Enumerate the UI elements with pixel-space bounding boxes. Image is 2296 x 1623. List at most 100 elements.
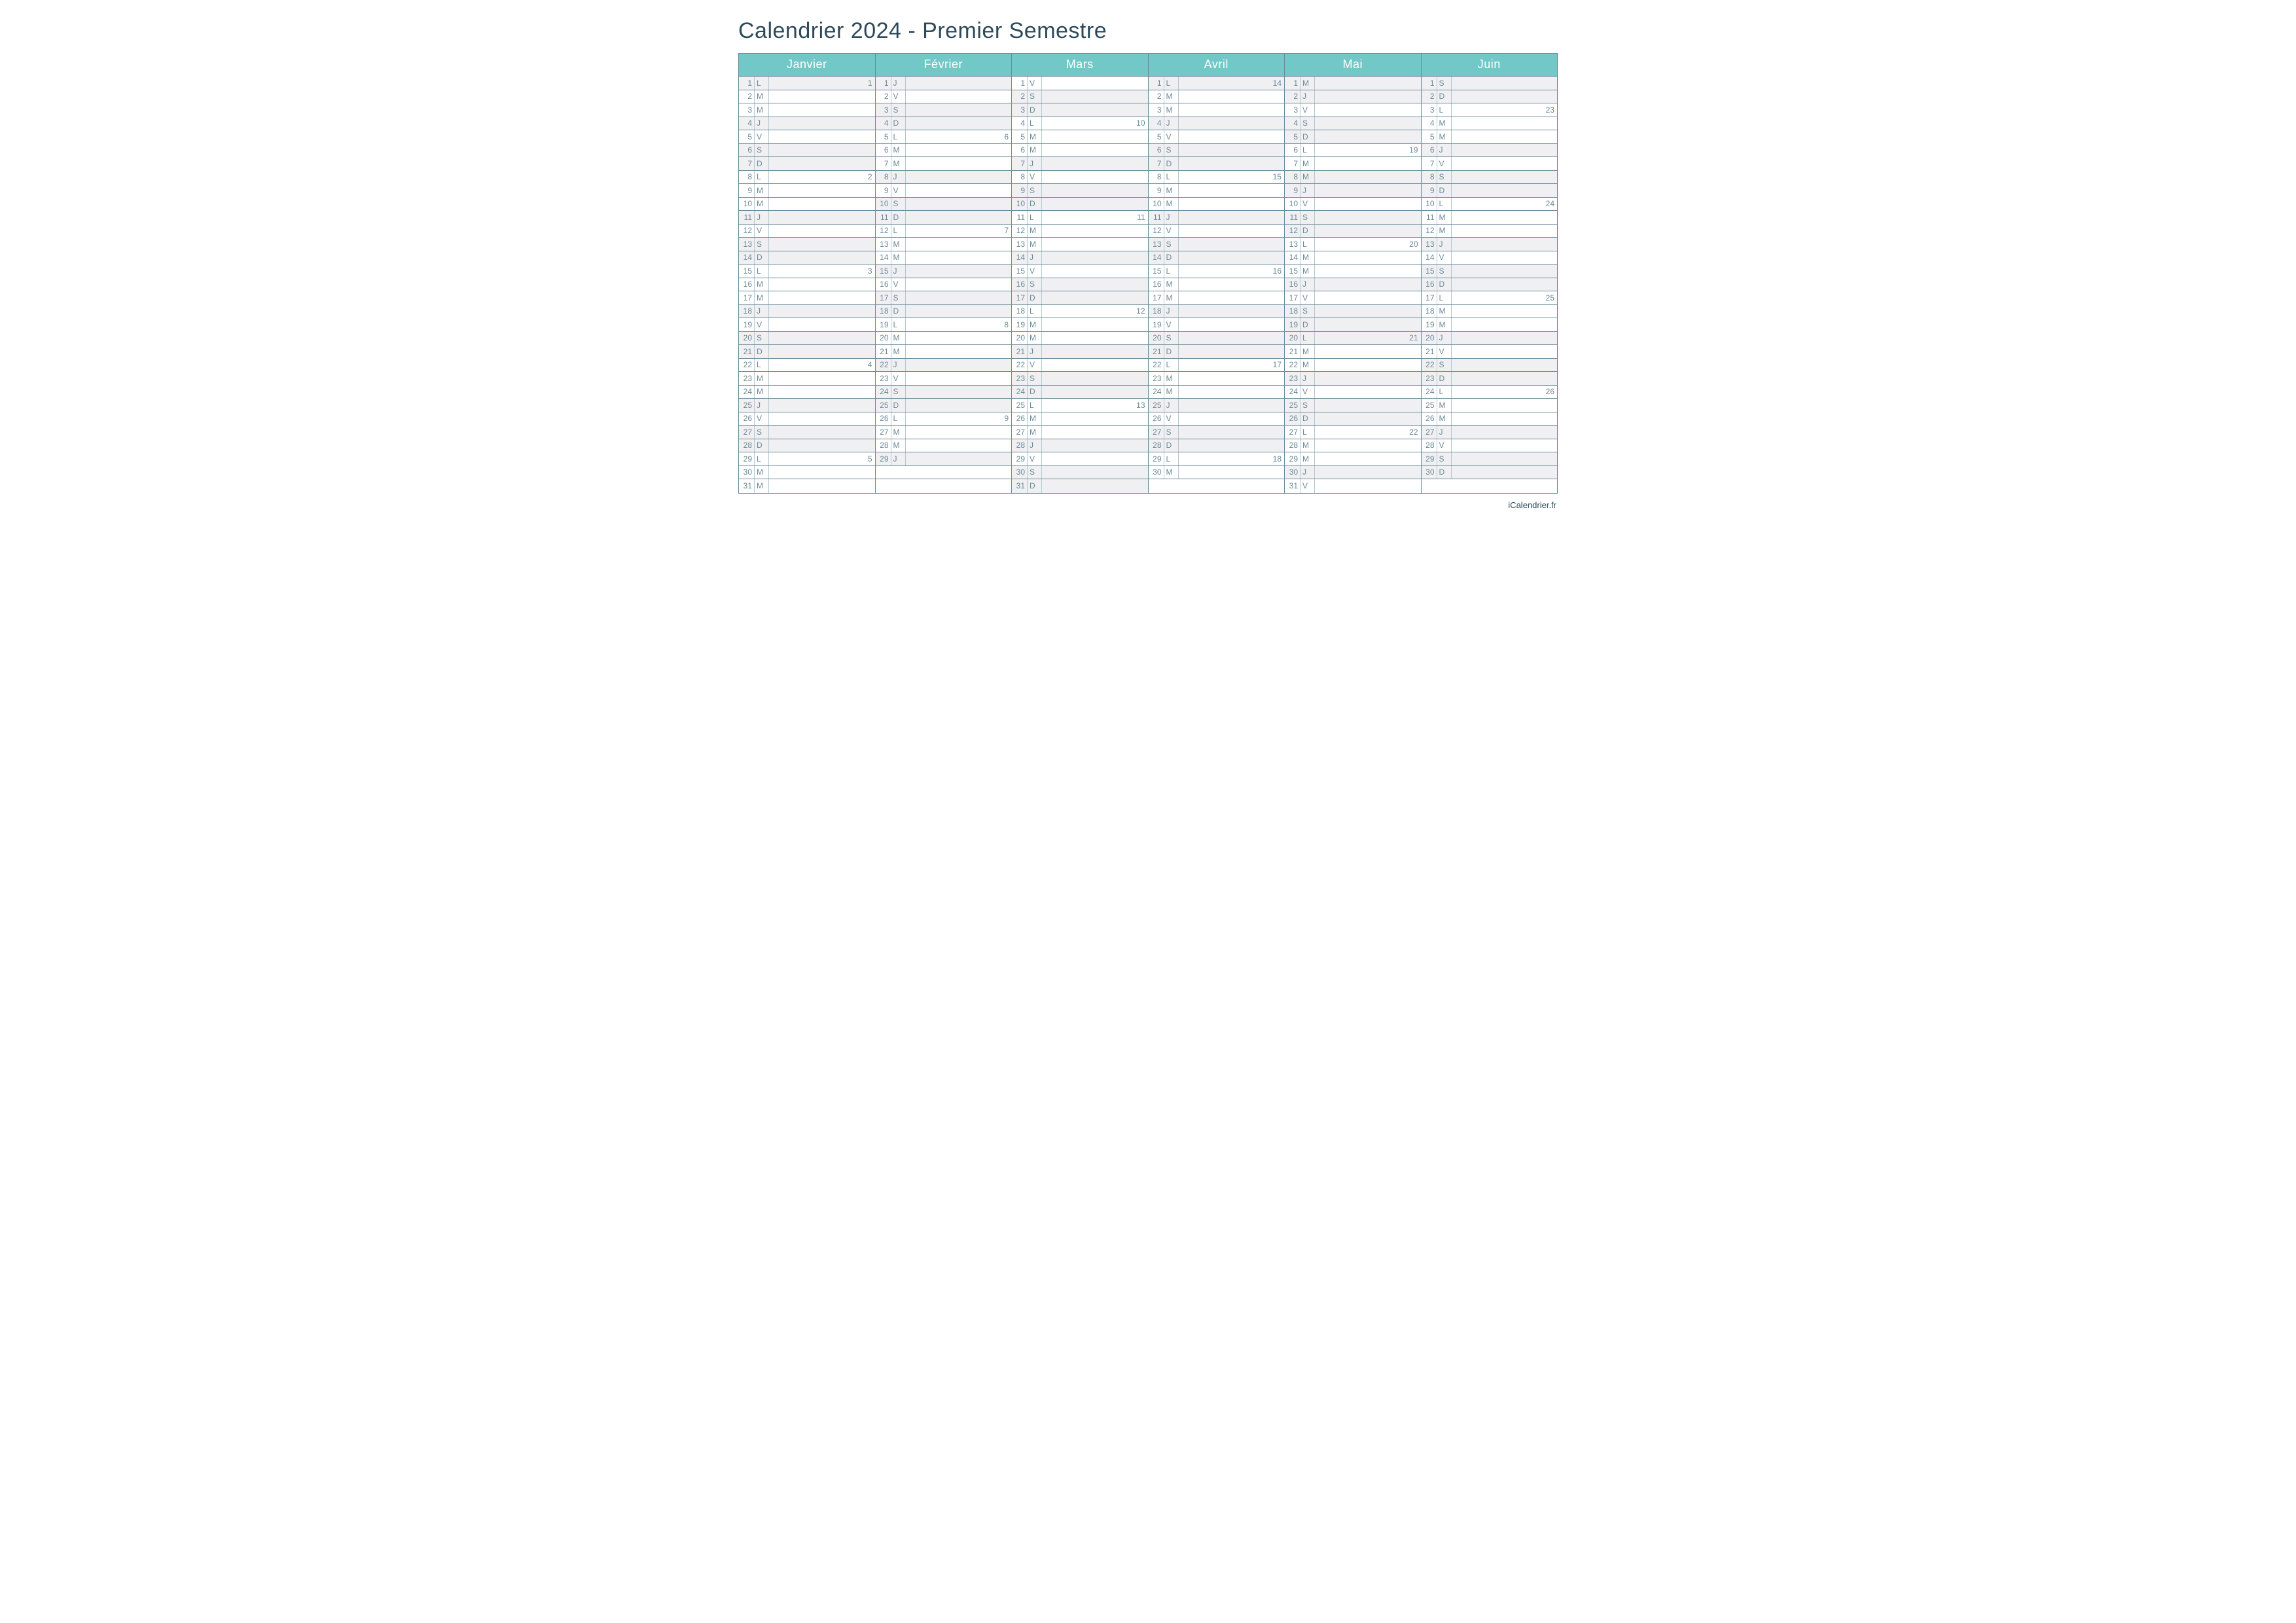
day-number: 20 [1285, 332, 1300, 345]
week-number [1042, 157, 1148, 170]
month-column: Juin1S2D3L234M5M6J7V8S9D10L2411M12M13J14… [1422, 54, 1558, 493]
day-row: 27M [876, 426, 1012, 439]
week-number [1179, 466, 1285, 479]
day-row: 24S [876, 386, 1012, 399]
day-row: 30D [1422, 466, 1558, 480]
day-row: 12D [1285, 225, 1421, 238]
day-of-week: D [1437, 466, 1452, 479]
week-number [1179, 130, 1285, 143]
day-number: 28 [1012, 439, 1028, 452]
day-of-week: M [1164, 90, 1179, 103]
day-of-week: D [891, 117, 906, 130]
week-number [769, 479, 875, 493]
week-number [1179, 318, 1285, 331]
day-number: 15 [876, 264, 891, 278]
day-number: 24 [1149, 386, 1164, 399]
day-of-week: M [755, 90, 769, 103]
day-row: 30M [739, 466, 875, 480]
day-row: 11D [876, 211, 1012, 225]
day-of-week: M [891, 426, 906, 439]
day-of-week: L [891, 225, 906, 238]
week-number: 25 [1452, 291, 1558, 304]
day-of-week: M [1437, 130, 1452, 143]
week-number: 14 [1179, 77, 1285, 90]
day-row: 16S [1012, 278, 1148, 292]
week-number [1452, 264, 1558, 278]
day-row: 29L18 [1149, 452, 1285, 466]
day-row: 19L8 [876, 318, 1012, 332]
week-number [1042, 318, 1148, 331]
day-row: 14M [876, 251, 1012, 265]
week-number [769, 291, 875, 304]
week-number: 11 [1042, 211, 1148, 224]
day-of-week: L [1300, 144, 1315, 157]
week-number [769, 198, 875, 211]
day-of-week: J [891, 264, 906, 278]
day-of-week: D [1437, 278, 1452, 291]
week-number [1315, 211, 1421, 224]
week-number [1179, 345, 1285, 358]
day-number: 8 [876, 171, 891, 184]
day-of-week: L [1300, 332, 1315, 345]
day-row: 9M [1149, 184, 1285, 198]
day-row: 25J [1149, 399, 1285, 412]
day-of-week: V [1028, 359, 1042, 372]
day-of-week: L [755, 171, 769, 184]
day-of-week: D [1437, 372, 1452, 385]
day-number: 18 [1285, 305, 1300, 318]
day-of-week: V [755, 130, 769, 143]
day-of-week: S [1164, 144, 1179, 157]
week-number [1452, 399, 1558, 412]
day-of-week: M [1437, 225, 1452, 238]
day-number: 4 [1012, 117, 1028, 130]
week-number [1042, 264, 1148, 278]
day-number: 10 [876, 198, 891, 211]
day-number: 19 [876, 318, 891, 331]
day-of-week: L [891, 130, 906, 143]
day-row: 30M [1149, 466, 1285, 480]
day-of-week: M [1028, 332, 1042, 345]
day-of-week: M [1437, 399, 1452, 412]
day-row: 13L20 [1285, 238, 1421, 251]
day-row: 8V [1012, 171, 1148, 185]
day-row: 14V [1422, 251, 1558, 265]
week-number [769, 305, 875, 318]
day-of-week: J [1028, 345, 1042, 358]
day-number: 9 [1149, 184, 1164, 197]
week-number: 4 [769, 359, 875, 372]
week-number [1315, 130, 1421, 143]
day-number: 8 [1149, 171, 1164, 184]
week-number [1452, 184, 1558, 197]
day-number: 22 [739, 359, 755, 372]
day-number: 6 [1149, 144, 1164, 157]
day-of-week: D [1300, 225, 1315, 238]
day-number: 21 [739, 345, 755, 358]
day-number: 23 [1422, 372, 1437, 385]
day-number: 16 [1012, 278, 1028, 291]
day-of-week: S [891, 386, 906, 399]
day-number: 21 [876, 345, 891, 358]
day-row: 21M [876, 345, 1012, 359]
day-row: 18J [1149, 305, 1285, 319]
day-row: 2M [739, 90, 875, 104]
day-number: 21 [1012, 345, 1028, 358]
day-row: 6L19 [1285, 144, 1421, 158]
day-row: 17S [876, 291, 1012, 305]
day-of-week: S [1437, 264, 1452, 278]
week-number [1452, 278, 1558, 291]
day-of-week: D [1437, 90, 1452, 103]
week-number [906, 103, 1012, 117]
day-of-week: M [1028, 225, 1042, 238]
week-number [1452, 412, 1558, 426]
day-number: 18 [876, 305, 891, 318]
week-number [906, 359, 1012, 372]
week-number [1315, 117, 1421, 130]
day-number: 28 [1422, 439, 1437, 452]
day-of-week: M [1300, 264, 1315, 278]
day-number: 6 [739, 144, 755, 157]
day-number: 16 [739, 278, 755, 291]
day-of-week: D [1028, 291, 1042, 304]
day-number: 9 [876, 184, 891, 197]
week-number [1452, 90, 1558, 103]
week-number [1042, 386, 1148, 399]
